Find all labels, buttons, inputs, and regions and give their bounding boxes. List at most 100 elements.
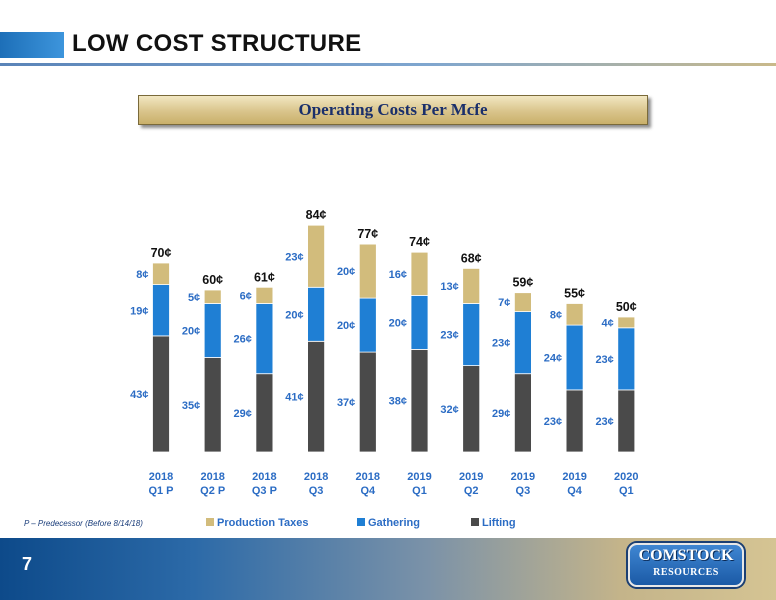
title-divider <box>0 63 776 66</box>
bar-production-taxes <box>410 251 429 296</box>
category-label: 2019 <box>562 471 586 483</box>
bar-lifting <box>462 365 481 453</box>
total-label: 61¢ <box>254 270 275 284</box>
category-label: 2018 <box>252 471 276 483</box>
total-label: 68¢ <box>461 251 482 265</box>
value-label-gathering: 23¢ <box>492 338 510 350</box>
chart-title: Operating Costs Per Mcfe <box>298 100 488 119</box>
bar-production-taxes <box>358 243 377 299</box>
category-label: Q2 <box>464 485 479 497</box>
bar-production-taxes <box>462 267 481 304</box>
page-number: 7 <box>22 554 33 574</box>
title-accent-bar <box>0 32 64 58</box>
legend-lifting: Lifting <box>471 517 516 529</box>
value-label-gathering: 19¢ <box>130 305 148 317</box>
value-label-production-taxes: 23¢ <box>285 251 303 263</box>
predecessor-footnote: P – Predecessor (Before 8/14/18) <box>24 519 143 528</box>
category-label: Q3 P <box>252 485 277 497</box>
bar-production-taxes <box>255 286 274 304</box>
bar-lifting <box>255 373 274 453</box>
category-label: 2019 <box>459 471 483 483</box>
total-label: 70¢ <box>151 246 172 260</box>
bar-gathering <box>152 284 170 337</box>
value-label-lifting: 41¢ <box>285 392 303 404</box>
bar-gathering <box>410 294 429 350</box>
value-label-gathering: 23¢ <box>595 354 613 366</box>
value-label-gathering: 20¢ <box>285 309 303 321</box>
value-label-lifting: 37¢ <box>337 397 355 409</box>
category-label: 2018 <box>356 471 380 483</box>
category-label: Q2 P <box>200 485 225 497</box>
total-label: 74¢ <box>409 235 430 249</box>
bar-lifting <box>152 335 170 453</box>
category-label: Q3 <box>516 485 531 497</box>
category-label: 2018 <box>149 471 173 483</box>
legend-label: Gathering <box>368 517 420 529</box>
bar-production-taxes <box>617 316 636 329</box>
value-label-lifting: 23¢ <box>595 416 613 428</box>
value-label-lifting: 23¢ <box>544 416 562 428</box>
total-label: 50¢ <box>616 300 637 314</box>
bar-lifting <box>410 348 429 453</box>
bar-lifting <box>514 373 532 453</box>
value-label-lifting: 35¢ <box>182 400 200 412</box>
category-label: 2019 <box>407 471 431 483</box>
page-title: LOW COST STRUCTURE <box>72 30 362 57</box>
bar-production-taxes <box>307 224 326 288</box>
value-label-production-taxes: 8¢ <box>136 269 148 281</box>
value-label-production-taxes: 6¢ <box>240 290 252 302</box>
bar-gathering <box>565 324 584 391</box>
total-label: 60¢ <box>202 273 223 287</box>
category-label: Q1 <box>619 485 634 497</box>
value-label-gathering: 20¢ <box>337 320 355 332</box>
value-label-production-taxes: 7¢ <box>498 297 510 309</box>
bar-gathering <box>358 297 377 353</box>
total-label: 55¢ <box>564 287 585 301</box>
legend-swatch <box>357 518 365 526</box>
bar-lifting <box>203 357 222 453</box>
value-label-gathering: 26¢ <box>234 334 252 346</box>
bar-lifting <box>617 389 636 453</box>
chart-title-banner: Operating Costs Per Mcfe <box>138 95 648 125</box>
total-label: 84¢ <box>306 208 327 222</box>
category-label: Q4 <box>360 485 376 497</box>
value-label-production-taxes: 13¢ <box>440 281 458 293</box>
category-label: 2018 <box>200 471 224 483</box>
bar-production-taxes <box>565 303 584 326</box>
value-label-lifting: 29¢ <box>234 408 252 420</box>
value-label-production-taxes: 4¢ <box>602 317 614 329</box>
legend-label: Lifting <box>482 517 516 529</box>
bar-gathering <box>462 303 481 366</box>
category-label: Q1 P <box>148 485 173 497</box>
total-label: 77¢ <box>357 227 378 241</box>
category-label: 2018 <box>304 471 328 483</box>
bar-gathering <box>307 286 326 342</box>
category-label: 2020 <box>614 471 638 483</box>
value-label-gathering: 20¢ <box>182 326 200 338</box>
bar-gathering <box>255 303 274 375</box>
value-label-gathering: 23¢ <box>440 330 458 342</box>
comstock-logo: COMSTOCK RESOURCES <box>628 543 744 587</box>
legend-gathering: Gathering <box>357 517 420 529</box>
value-label-production-taxes: 16¢ <box>389 269 407 281</box>
category-label: Q4 <box>567 485 583 497</box>
value-label-lifting: 32¢ <box>440 404 458 416</box>
bar-gathering <box>617 327 636 391</box>
logo-text-main: COMSTOCK <box>638 547 734 564</box>
legend-swatch <box>206 518 214 526</box>
category-label: 2019 <box>511 471 535 483</box>
bar-lifting <box>565 389 584 453</box>
value-label-lifting: 29¢ <box>492 408 510 420</box>
value-label-gathering: 20¢ <box>389 317 407 329</box>
value-label-production-taxes: 5¢ <box>188 292 200 304</box>
category-label: Q3 <box>309 485 324 497</box>
bar-gathering <box>514 311 532 375</box>
value-label-lifting: 43¢ <box>130 389 148 401</box>
value-label-production-taxes: 20¢ <box>337 266 355 278</box>
bar-lifting <box>307 340 326 453</box>
value-label-production-taxes: 8¢ <box>550 309 562 321</box>
bar-lifting <box>358 351 377 453</box>
logo-text-sub: RESOURCES <box>653 567 719 578</box>
legend-production-taxes: Production Taxes <box>206 517 308 529</box>
